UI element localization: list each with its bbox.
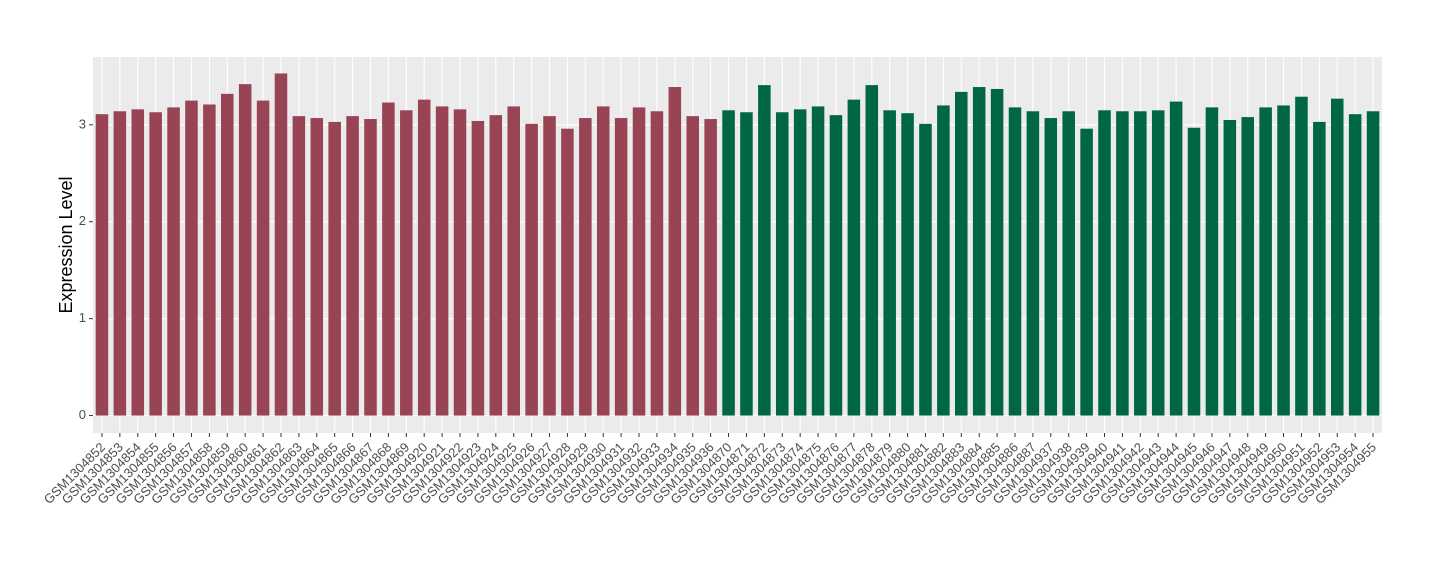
bar — [131, 109, 145, 416]
bar — [1026, 111, 1040, 416]
bar — [238, 84, 252, 416]
bar — [149, 112, 162, 416]
y-tick-label: 0 — [79, 407, 86, 422]
bar — [937, 105, 950, 416]
bar — [1098, 110, 1111, 416]
bar — [704, 119, 717, 416]
bar — [1223, 119, 1237, 416]
bar — [722, 110, 735, 416]
bar — [793, 109, 807, 416]
bar — [256, 100, 270, 416]
plot-panel — [93, 57, 1382, 433]
bar — [1366, 111, 1380, 416]
bar — [382, 102, 395, 416]
bar — [811, 106, 825, 416]
bar — [274, 73, 288, 416]
bar — [1313, 121, 1326, 416]
bar — [1205, 107, 1219, 416]
bar — [614, 118, 628, 416]
bar — [1044, 118, 1058, 416]
bar — [417, 99, 431, 416]
bar — [507, 106, 520, 416]
bar — [435, 106, 449, 416]
bar — [758, 85, 771, 416]
bar — [1062, 111, 1075, 416]
bar — [1080, 128, 1093, 416]
bar — [775, 112, 789, 416]
bar — [1348, 114, 1362, 416]
bar — [579, 118, 592, 416]
bar — [185, 100, 198, 416]
bar — [972, 87, 986, 416]
bar — [95, 114, 109, 416]
bar — [471, 120, 485, 416]
bar — [596, 106, 610, 416]
bar — [847, 99, 861, 416]
bar — [919, 123, 932, 416]
y-tick-label: 1 — [79, 310, 86, 325]
bar — [561, 128, 574, 416]
y-tick-label: 3 — [79, 116, 86, 131]
bar — [955, 91, 968, 416]
bar — [203, 104, 216, 416]
bar — [740, 112, 753, 416]
bar — [489, 115, 503, 416]
bar — [1134, 111, 1147, 416]
bar — [1259, 107, 1272, 416]
bar — [650, 111, 664, 416]
bar — [113, 111, 127, 416]
bar — [543, 116, 556, 416]
bar — [901, 113, 914, 416]
bar — [346, 116, 359, 416]
y-axis-label: Expression Level — [56, 176, 76, 313]
bar — [632, 107, 646, 416]
bar — [221, 93, 234, 416]
y-tick-label: 2 — [79, 213, 86, 228]
bar — [328, 121, 341, 416]
bar — [1277, 105, 1290, 416]
bar — [1008, 107, 1022, 416]
bar — [1116, 111, 1129, 416]
bar — [1295, 96, 1308, 416]
bar — [865, 85, 879, 416]
bar — [829, 115, 843, 416]
bar — [686, 116, 700, 416]
bar — [1330, 98, 1344, 416]
bar — [990, 88, 1004, 416]
bar — [364, 119, 377, 416]
bar — [400, 110, 413, 416]
bar — [453, 109, 467, 416]
bar — [883, 110, 896, 416]
bar — [1169, 101, 1183, 416]
bar — [668, 87, 682, 416]
bar — [1241, 117, 1254, 416]
bar — [1151, 110, 1165, 416]
bar — [1187, 127, 1201, 416]
bar — [310, 118, 324, 416]
bar — [167, 107, 180, 416]
bar — [292, 116, 306, 416]
bar — [525, 123, 538, 416]
